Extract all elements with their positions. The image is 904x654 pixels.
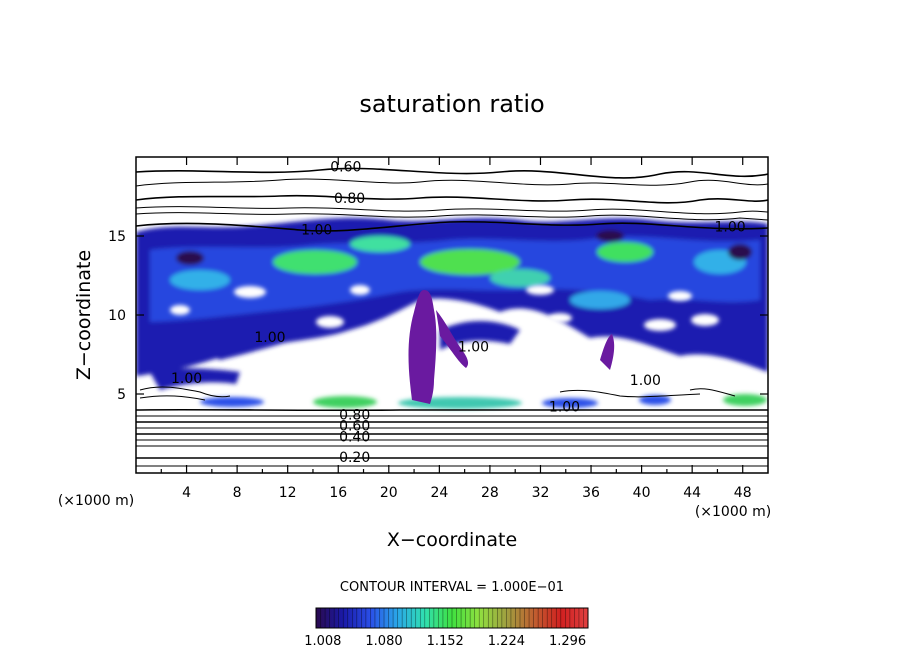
green-patch: [597, 242, 653, 262]
colorbar-tick-label: 1.296: [549, 634, 586, 649]
cyan-patch: [570, 291, 630, 309]
green-patch: [273, 250, 357, 274]
colorbar-tick-labels: 1.008 1.080 1.152 1.224 1.296: [304, 634, 586, 649]
lower-streak: [440, 320, 520, 350]
contour-labels: 0.600.801.00 1.001.001.001.001.001.000.80…: [171, 159, 746, 466]
surface-band: [723, 394, 767, 406]
green-patch: [490, 269, 550, 287]
contour-label: 0.40: [339, 430, 370, 446]
dark-patch: [596, 230, 624, 242]
contour-label: 1.00: [301, 223, 332, 239]
colorbar-tick-label: 1.224: [488, 634, 525, 649]
y-tick-labels: 5 10 15: [108, 229, 126, 403]
y-tick-label: 15: [108, 229, 126, 245]
colorbar-stripes: [320, 608, 584, 628]
cyan-patch: [170, 270, 230, 290]
x-tick-label: 8: [233, 485, 242, 501]
surface-band: [313, 396, 377, 408]
x-tick-label: 36: [582, 485, 600, 501]
contour-interval-text: CONTOUR INTERVAL = 1.000E−01: [340, 580, 564, 595]
y-tick-label: 10: [108, 308, 126, 324]
chart-title: saturation ratio: [359, 90, 544, 118]
y-axis-label: Z−coordinate: [73, 250, 95, 380]
x-axis-label: X−coordinate: [387, 529, 517, 551]
contour-label: 1.00: [254, 330, 285, 346]
x-tick-labels: 4 8 12 16 20 24 28 32 36 40 44 48: [182, 485, 752, 501]
secondary-column: [600, 334, 615, 370]
y-unit-label: (×1000 m): [58, 493, 134, 509]
green-patch: [350, 236, 410, 252]
green-patch: [420, 249, 520, 275]
contour-label: 0.80: [334, 191, 365, 207]
x-tick-label: 32: [532, 485, 550, 501]
contour-label: 0.20: [339, 450, 370, 466]
contour-label: 0.80: [339, 408, 370, 424]
sub-saturated-holes: [170, 285, 719, 331]
x-tick-label: 16: [329, 485, 347, 501]
x-tick-label: 24: [430, 485, 448, 501]
dark-patch: [728, 244, 752, 260]
contour-label: 1.00: [630, 373, 661, 389]
x-tick-label: 20: [380, 485, 398, 501]
contour-label: 0.60: [330, 159, 361, 175]
contour-lines: [136, 167, 768, 467]
updraft-column: [408, 290, 437, 404]
x-tick-label: 4: [182, 485, 191, 501]
contour-label: 1.00: [714, 220, 745, 236]
contour-label: 1.00: [549, 400, 580, 416]
x-tick-label: 44: [683, 485, 701, 501]
surface-band: [639, 395, 671, 405]
colorbar-tick-label: 1.080: [365, 634, 402, 649]
surface-band: [542, 398, 598, 408]
axis-ticks: [136, 157, 768, 473]
x-tick-label: 28: [481, 485, 499, 501]
x-tick-label: 12: [279, 485, 297, 501]
surface-band: [200, 397, 264, 407]
x-unit-label: (×1000 m): [695, 504, 771, 520]
x-tick-label: 40: [633, 485, 651, 501]
y-tick-label: 5: [117, 387, 126, 403]
lower-streak: [190, 318, 330, 360]
updraft-branch: [436, 310, 469, 368]
contour-label: 1.00: [458, 340, 489, 356]
contour-label: 0.60: [339, 419, 370, 435]
dark-patch: [176, 251, 204, 265]
x-tick-label: 48: [734, 485, 752, 501]
colorbar-tick-label: 1.008: [304, 634, 341, 649]
colorbar-tick-label: 1.152: [427, 634, 464, 649]
contour-label: 1.00: [171, 371, 202, 387]
lower-streak: [150, 368, 240, 390]
plot-area: 0.600.801.00 1.001.001.001.001.001.000.80…: [136, 157, 768, 473]
